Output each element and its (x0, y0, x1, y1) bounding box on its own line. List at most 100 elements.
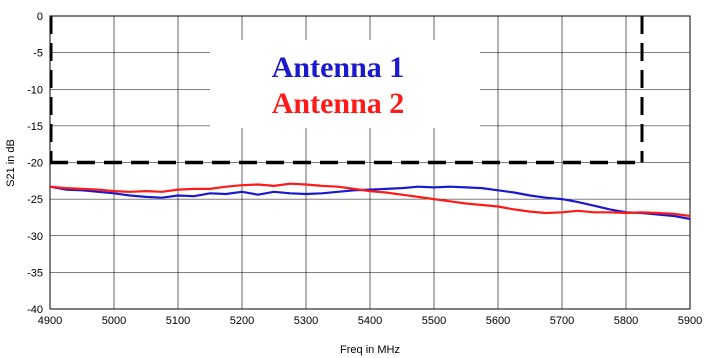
series-2-point (625, 212, 627, 214)
series-1-point (145, 196, 147, 198)
series-1-point (561, 198, 563, 200)
series-2-point (593, 211, 595, 214)
x-tick-label: 4900 (38, 315, 62, 327)
series-2-point (289, 182, 291, 185)
series-1-point (593, 204, 595, 207)
series-2-point (97, 188, 99, 191)
series-1-point (321, 192, 323, 195)
x-tick-label: 5400 (358, 315, 382, 327)
series-1-point (545, 196, 547, 199)
limit-box (49, 16, 644, 165)
x-tick-label: 5600 (486, 315, 510, 327)
series-1-point (193, 195, 195, 197)
series-1-point (449, 185, 451, 188)
series-2-point (529, 210, 531, 213)
series-2-point (641, 211, 643, 214)
series-2-point (385, 191, 387, 194)
legend: Antenna 1 Antenna 2 (210, 40, 480, 128)
series-2-point (497, 205, 499, 208)
series-1-point (401, 187, 403, 189)
series-1-point (113, 192, 115, 195)
series-1-point (177, 194, 179, 197)
series-1-point (673, 215, 675, 217)
series-1-point (417, 185, 419, 188)
x-tick-label: 5200 (230, 315, 254, 327)
x-axis-ticks: 4900 5000 5100 5200 5300 5400 5500 5600 5700 5800… (38, 315, 702, 327)
series-2-point (417, 196, 419, 198)
series-1-point (97, 191, 99, 193)
series-2-point (273, 185, 275, 187)
series-1-point (465, 186, 467, 189)
series-1-point (577, 201, 579, 203)
series-1-point (241, 191, 243, 193)
series-2-point (673, 212, 675, 215)
series-2-point (353, 188, 355, 190)
series-2-point (129, 191, 131, 193)
series-1-point (513, 191, 515, 194)
series-2-point (209, 188, 211, 190)
series-2-point (481, 204, 483, 206)
series-2-point (337, 185, 339, 188)
series-1-point (529, 194, 531, 197)
series-2-point (449, 200, 451, 203)
series-2-point (465, 202, 467, 205)
series-2-point (257, 183, 259, 186)
series-1-point (305, 193, 307, 195)
y-axis-ticks: 0 -5 -10 -15 -20 -25 -30 -35 -40 (27, 11, 43, 316)
x-tick-label: 5300 (294, 315, 318, 327)
series-2-point (433, 198, 435, 200)
series-2-point (561, 211, 563, 214)
series-2-point (49, 185, 51, 188)
x-tick-label: 5800 (614, 315, 638, 327)
series-2-point (577, 210, 579, 212)
series-2-point (401, 193, 403, 196)
y-tick-label: -25 (27, 194, 43, 206)
series-2-point (65, 187, 67, 189)
series-2-point (193, 188, 195, 190)
series-1-point (225, 193, 227, 195)
y-tick-label: -5 (33, 48, 43, 60)
series-2-point (145, 190, 147, 192)
y-axis-label: S21 in dB (5, 139, 17, 187)
series-lines (49, 182, 691, 220)
series-2-point (657, 212, 659, 214)
series-2-point (225, 185, 227, 188)
series-1-point (289, 192, 291, 195)
series-2-point (241, 184, 243, 187)
x-tick-label: 5000 (102, 315, 126, 327)
series-1-point (497, 189, 499, 192)
series-2-point (689, 215, 691, 217)
series-2-point (113, 190, 115, 192)
y-tick-label: -20 (27, 158, 43, 170)
series-1-point (337, 191, 339, 193)
series-1-point (481, 187, 483, 189)
series-2-point (161, 191, 163, 193)
series-2-point (545, 212, 547, 214)
legend-entry-antenna-2: Antenna 2 (272, 87, 405, 120)
series-1-point (433, 186, 435, 189)
series-2-point (609, 211, 611, 214)
x-tick-label: 5900 (678, 315, 702, 327)
legend-background (210, 40, 480, 128)
legend-entry-antenna-1: Antenna 1 (272, 51, 405, 84)
y-tick-label: -10 (27, 84, 43, 96)
series-2-point (305, 183, 307, 186)
series-1-point (689, 218, 691, 220)
y-tick-label: -40 (27, 304, 43, 316)
y-tick-label: 0 (37, 11, 43, 23)
series-1-point (129, 194, 131, 197)
series-1-point (385, 188, 387, 190)
series-1-point (273, 191, 275, 193)
series-2-point (369, 190, 371, 192)
x-tick-label: 5500 (422, 315, 446, 327)
series-1-point (609, 208, 611, 211)
x-tick-label: 5700 (550, 315, 574, 327)
y-tick-label: -30 (27, 231, 43, 243)
y-tick-label: -35 (27, 267, 43, 279)
x-tick-label: 5100 (166, 315, 190, 327)
series-2-point (513, 208, 515, 211)
series-1-point (161, 196, 163, 199)
series-1-point (257, 193, 259, 196)
x-axis-label: Freq in MHz (340, 344, 400, 356)
